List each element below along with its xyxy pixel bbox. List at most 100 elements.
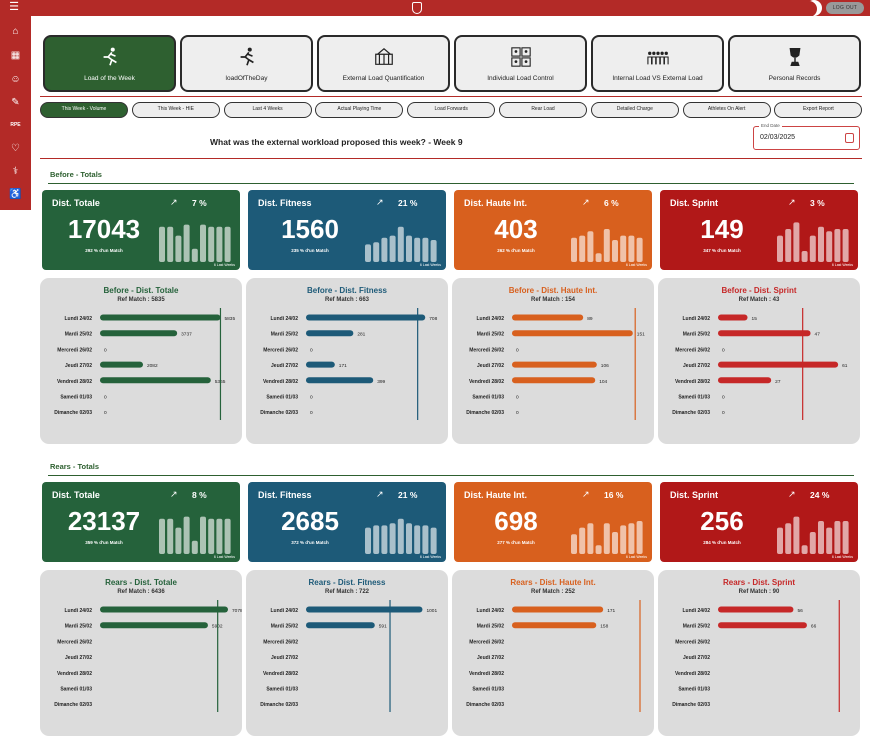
day-label: Vendredi 28/02 [469,379,504,385]
tile-player-grid[interactable]: Individual Load Control [454,35,587,92]
kpi-card: Dist. Sprint ↗ 24 % 256 284 % d'un Match 6 La… [660,482,858,562]
kpi-title: Dist. Fitness [258,490,312,500]
tab-last-4-weeks[interactable]: Last 4 Weeks [223,102,312,118]
tab-actual-playing-time[interactable]: Actual Playing Time [315,102,404,118]
kpi-value: 23137 [67,506,141,536]
day-label: Jeudi 27/02 [271,655,298,661]
bar-chart-card: Rears - Dist. Haute Int. Ref Match : 252 L… [452,570,654,736]
tile-trophy[interactable]: Personal Records [728,35,861,92]
dark-mode-toggle-icon[interactable] [806,0,822,16]
syringe-icon[interactable]: ✎ [11,97,20,108]
end-date-value[interactable]: 02/03/2025 [760,134,796,141]
bar-chart-card: Rears - Dist. Fitness Ref Match : 722 Lund… [246,570,448,736]
calendar-icon[interactable] [845,133,854,143]
sparkline-bars [159,224,231,262]
value-label: 171 [339,363,347,369]
kpi-weeks-label: 6 Last Weeks [419,263,441,267]
day-label: Samedi 01/03 [60,395,92,401]
kpi-value: 403 [494,214,538,244]
value-label: 0 [722,395,725,401]
sidebar-item-rpe[interactable]: RPE [10,122,21,128]
sparkline-bar [389,523,396,554]
trend-up-icon: ↗ [582,197,590,207]
sparkline-bar [571,534,577,554]
sparkline-bar [777,527,783,554]
logout-button[interactable]: LOG OUT [826,2,864,14]
kpi-card: Dist. Totale ↗ 7 % 17043 292 % d'un Match 6 L… [42,190,240,270]
value-label: 0 [722,347,725,353]
value-bar [306,314,426,321]
sparkline-bar [595,545,602,554]
tab-detailed-charge[interactable]: Detailed Charge [590,102,679,118]
sparkline-bar [224,518,231,554]
kpi-value: 698 [494,506,538,536]
sparkline-bar [579,527,586,554]
calendar-icon[interactable]: ▦ [10,50,21,61]
vitals-icon[interactable]: ⚕ [12,166,19,177]
tile-runner[interactable]: loadOfTheDay [180,35,313,92]
value-bar [718,314,748,321]
sparkline-bar [175,235,182,262]
value-label: 399 [377,379,385,385]
tab-rear-load[interactable]: Rear Load [499,102,587,118]
tab-export-report[interactable]: Export Report [774,102,863,118]
tile-stadium[interactable]: External Load Quantification [317,35,450,92]
value-label: 66 [811,624,817,630]
tile-runner[interactable]: Load of the Week [43,35,176,92]
sparkline-bar [430,240,437,262]
tile-label: External Load Quantification [342,75,425,82]
value-label: 0 [516,410,519,416]
kpi-percent: 21 % [398,198,418,208]
day-label: Dimanche 02/03 [54,702,92,708]
value-label: 0 [516,395,519,401]
section-title: Rears - Totals [50,462,100,471]
day-label: Dimanche 02/03 [54,410,92,416]
day-label: Samedi 01/03 [678,687,710,693]
trend-up-icon: ↗ [376,197,384,207]
sparkline-bar [216,518,223,554]
value-bar [718,622,807,629]
day-label: Lundi 24/02 [476,608,504,614]
tab-athletes-on-alert[interactable]: Athletes On Alert [682,102,771,118]
sparkline-bar [826,527,833,554]
sparkline-bar [406,235,412,262]
value-bar [100,361,143,368]
sparkline-bar [587,231,594,262]
end-date-field[interactable]: End Date 02/03/2025 [753,123,860,150]
sparkline-bars [777,516,849,554]
day-label: Dimanche 02/03 [672,410,710,416]
value-bar [100,330,178,337]
day-label: Mercredi 26/02 [263,347,298,353]
day-label: Lundi 24/02 [682,316,710,322]
value-bar [100,377,211,384]
kpi-card: Dist. Totale ↗ 8 % 23137 359 % d'un Match 6 L… [42,482,240,562]
value-label: 171 [607,608,615,614]
value-bar [306,606,423,613]
hamburger-menu-icon[interactable]: ☰ [9,1,19,13]
tile-team[interactable]: Internal Load VS External Load [591,35,724,92]
sparkline-bar [175,527,182,554]
kpi-match-ratio: 262 % d'un Match [497,248,535,253]
home-icon[interactable]: ⌂ [12,26,19,37]
team-icon [646,51,669,65]
value-label: 0 [310,410,313,416]
bar-chart: Lundi 24/02 708 Mardi 25/02 281 Mercredi 26/… [260,308,438,420]
kpi-weeks-label: 6 Last Weeks [625,555,647,559]
kpi-weeks-label: 6 Last Weeks [213,555,235,559]
tab-this-week-volume[interactable]: This Week - Volume [40,102,128,118]
sparkline-bar [612,532,618,554]
sparkline-bar [793,222,800,262]
kpi-weeks-label: 6 Last Weeks [419,555,441,559]
user-icon[interactable]: ☺ [10,74,21,85]
accessibility-icon[interactable]: ♿ [9,189,22,200]
sparkline-bar [159,518,165,554]
sparkline-bar [818,226,824,262]
tab-this-week-hie[interactable]: This Week - HIE [131,102,220,118]
heart-monitor-icon[interactable]: ♡ [11,143,20,154]
page-question: What was the external workload proposed … [210,137,463,147]
value-label: 3737 [181,332,192,338]
kpi-match-ratio: 292 % d'un Match [85,248,123,253]
kpi-percent: 21 % [398,490,418,500]
tab-load-forwards[interactable]: Load Forwards [407,102,496,118]
kpi-card: Dist. Haute Int. ↗ 6 % 403 262 % d'un Match 6… [454,190,652,270]
